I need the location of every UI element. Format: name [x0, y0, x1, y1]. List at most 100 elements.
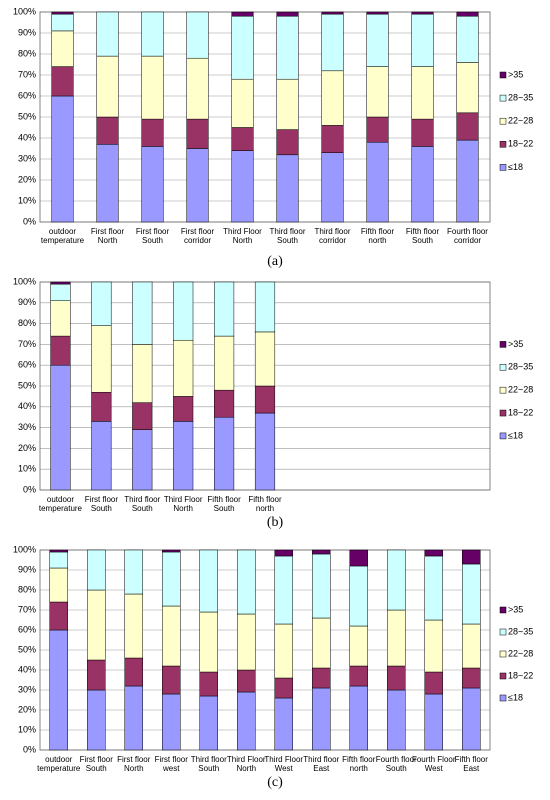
bar-segment: [462, 687, 481, 751]
bar-segment: [411, 11, 434, 15]
x-tick-label: Fourth Floor West: [412, 755, 456, 773]
bar-segment: [96, 55, 119, 118]
caption: (a): [267, 254, 283, 269]
y-tick-label: 70%: [18, 69, 36, 79]
bar-segment: [321, 125, 344, 153]
bar-segment: [411, 13, 434, 67]
x-tick-label: Third Floor North: [223, 227, 262, 245]
bar-segment: [49, 601, 68, 631]
y-tick-label: 20%: [18, 443, 36, 453]
bar-segment: [237, 691, 256, 751]
x-tick-label: Fifth floor north: [248, 495, 282, 513]
y-tick-label: 50%: [18, 111, 36, 121]
legend-swatch: [499, 672, 507, 680]
bar-segment: [50, 364, 71, 491]
bar-segment: [387, 549, 406, 611]
bar-segment: [254, 385, 276, 414]
bar-segment: [87, 549, 106, 591]
bar-segment: [124, 549, 143, 595]
y-tick-label: 90%: [18, 297, 36, 307]
legend-label: 28~35: [508, 92, 533, 102]
y-tick-label: 60%: [18, 90, 36, 100]
y-tick-label: 30%: [18, 684, 36, 694]
y-tick-label: 40%: [18, 401, 36, 411]
x-tick-label: Fifth floor East: [455, 755, 489, 773]
bar-segment: [186, 118, 209, 149]
legend-swatch: [499, 71, 507, 79]
x-tick-label: Third floor South: [269, 227, 305, 245]
bar-segment: [124, 657, 143, 687]
bar-segment: [462, 667, 481, 689]
y-tick-label: 0%: [23, 216, 36, 226]
bar-segment: [124, 685, 143, 751]
x-tick-label: First floor South: [85, 495, 119, 513]
bar-segment: [312, 617, 331, 669]
bar-segment: [321, 152, 344, 223]
bar-segment: [173, 339, 194, 397]
bar-segment: [50, 281, 71, 285]
bar-segment: [186, 11, 209, 59]
y-tick-label: 80%: [18, 584, 36, 594]
legend-swatch: [499, 432, 507, 440]
bar-segment: [49, 567, 68, 603]
y-tick-label: 30%: [18, 153, 36, 163]
legend-swatch: [499, 606, 507, 614]
y-tick-label: 10%: [18, 464, 36, 474]
x-tick-label: Fourth floor South: [376, 755, 417, 773]
legend-label: 18~22: [508, 670, 533, 680]
x-tick-label: Third Floor North: [227, 755, 266, 773]
y-tick-label: 40%: [18, 664, 36, 674]
legend-swatch: [499, 94, 507, 102]
bar-segment: [237, 669, 256, 693]
y-tick-label: 100%: [13, 544, 36, 554]
legend-swatch: [499, 409, 507, 417]
bar-segment: [274, 555, 293, 625]
bar-segment: [49, 629, 68, 751]
legend-label: ≤18: [508, 162, 523, 172]
bar-segment: [424, 619, 443, 673]
y-tick-label: 30%: [18, 422, 36, 432]
legend-label: ≤18: [508, 692, 523, 702]
x-tick-label: Fifth floor north: [342, 755, 376, 773]
bar-segment: [50, 335, 71, 366]
bar-segment: [462, 623, 481, 669]
bar-segment: [456, 139, 479, 223]
plot-border: [39, 11, 491, 223]
x-tick-label: Third floor South: [124, 495, 160, 513]
legend-label: >35: [508, 604, 523, 614]
bar-segment: [51, 95, 74, 223]
bar-segment: [276, 129, 299, 156]
legend-swatch: [499, 164, 507, 171]
y-tick-label: 60%: [18, 624, 36, 634]
legend-label: 18~22: [508, 407, 533, 417]
bar-segment: [411, 118, 434, 147]
bar-segment: [254, 412, 276, 491]
legend-label: 28~35: [508, 362, 533, 372]
bar-segment: [349, 565, 368, 627]
bar-segment: [87, 589, 106, 661]
bar-segment: [141, 146, 164, 223]
y-tick-label: 40%: [18, 132, 36, 142]
bar-segment: [162, 551, 181, 607]
legend-label: 28~35: [508, 626, 533, 636]
bar-segment: [276, 78, 299, 130]
bar-segment: [274, 697, 293, 751]
bar-segment: [366, 13, 389, 67]
y-tick-label: 50%: [18, 380, 36, 390]
bar-segment: [214, 281, 235, 337]
bar-segment: [173, 281, 194, 341]
legend-label: 18~22: [508, 139, 533, 149]
x-tick-label: Fourth floor corridor: [447, 227, 488, 245]
x-tick-label: Third Floor North: [164, 495, 203, 513]
bar-segment: [312, 549, 331, 555]
bar-segment: [141, 118, 164, 147]
bar-segment: [49, 551, 68, 569]
y-tick-label: 90%: [18, 564, 36, 574]
y-tick-label: 10%: [18, 195, 36, 205]
bar-segment: [214, 389, 235, 418]
bar-segment: [91, 281, 112, 326]
bar-segment: [50, 300, 71, 337]
bar-segment: [199, 611, 218, 673]
bar-segment: [173, 421, 194, 491]
